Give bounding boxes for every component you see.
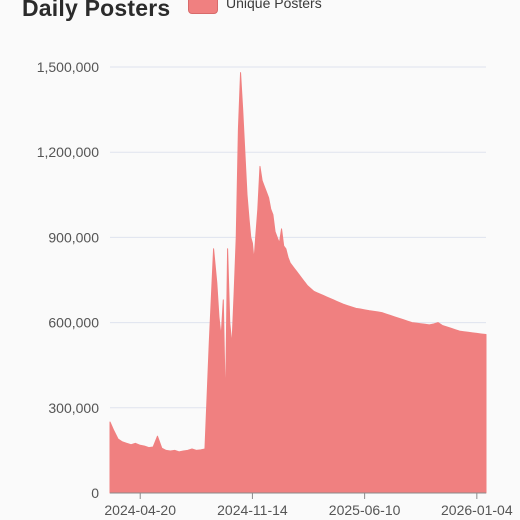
series-layer bbox=[109, 72, 487, 494]
y-tick-label: 600,000 bbox=[48, 315, 99, 331]
x-tick-label: 2026-01-04 bbox=[441, 502, 513, 518]
axis-layer: 0 300,000 600,000 900,000 1,200,000 1,500,000… bbox=[37, 59, 513, 518]
y-tick-label: 900,000 bbox=[48, 229, 99, 245]
x-tick-label: 2024-04-20 bbox=[104, 502, 176, 518]
y-tick-label: 1,500,000 bbox=[37, 59, 99, 75]
x-tick-label: 2025-06-10 bbox=[329, 502, 401, 518]
series-area-unique-posters bbox=[109, 72, 487, 494]
legend-swatch-unique-posters[interactable] bbox=[188, 0, 218, 14]
y-tick-label: 0 bbox=[91, 485, 99, 501]
x-tick-label: 2024-11-14 bbox=[217, 502, 288, 518]
chart-title: Daily Posters bbox=[22, 0, 171, 21]
legend[interactable]: Unique Posters bbox=[188, 0, 322, 16]
legend-label-unique-posters: Unique Posters bbox=[226, 0, 322, 11]
y-tick-label: 1,200,000 bbox=[37, 144, 99, 160]
y-tick-label: 300,000 bbox=[48, 400, 99, 416]
